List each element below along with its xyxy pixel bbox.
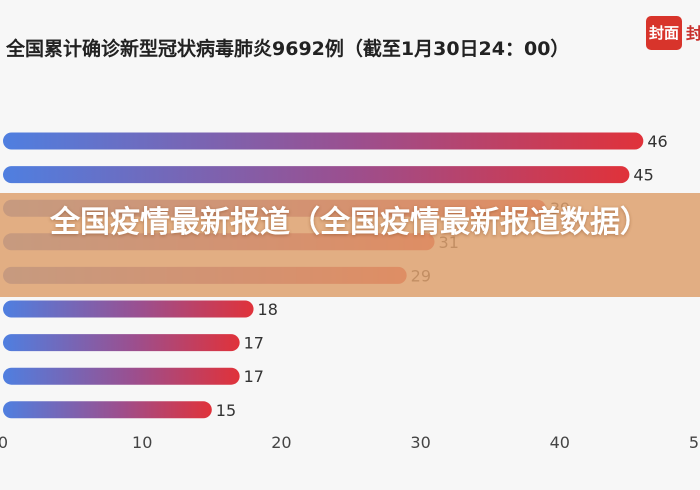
bar-value-label: 17 [244,334,264,353]
bar-value-label: 17 [244,367,264,386]
x-tick-label: 10 [132,433,152,452]
x-tick-label: 40 [550,433,570,452]
headline-banner: 全国疫情最新报道（全国疫情最新报道数据） [0,193,700,297]
bar-value-label: 15 [216,401,236,420]
bar [3,401,212,419]
x-tick-label: 0 [0,433,8,452]
x-tick-label: 20 [271,433,291,452]
bar [3,334,240,352]
bar-value-label: 45 [633,166,653,185]
headline-text: 全国疫情最新报道（全国疫情最新报道数据） [50,205,650,240]
bar [3,300,254,318]
chart-title: 全国累计确诊新型冠状病毒肺炎9692例（截至1月30日24：00） [6,38,570,60]
bar-value-label: 18 [258,300,278,319]
x-tick-label: 30 [410,433,430,452]
bar [3,132,644,150]
logo-badge: 封面 [646,16,682,50]
bar-value-label: 46 [647,132,667,151]
publisher-logo: 封面 封 [646,16,700,50]
x-tick-label: 50 [689,433,700,452]
bar [3,166,630,184]
bar [3,367,240,385]
logo-text: 封 [686,24,700,43]
